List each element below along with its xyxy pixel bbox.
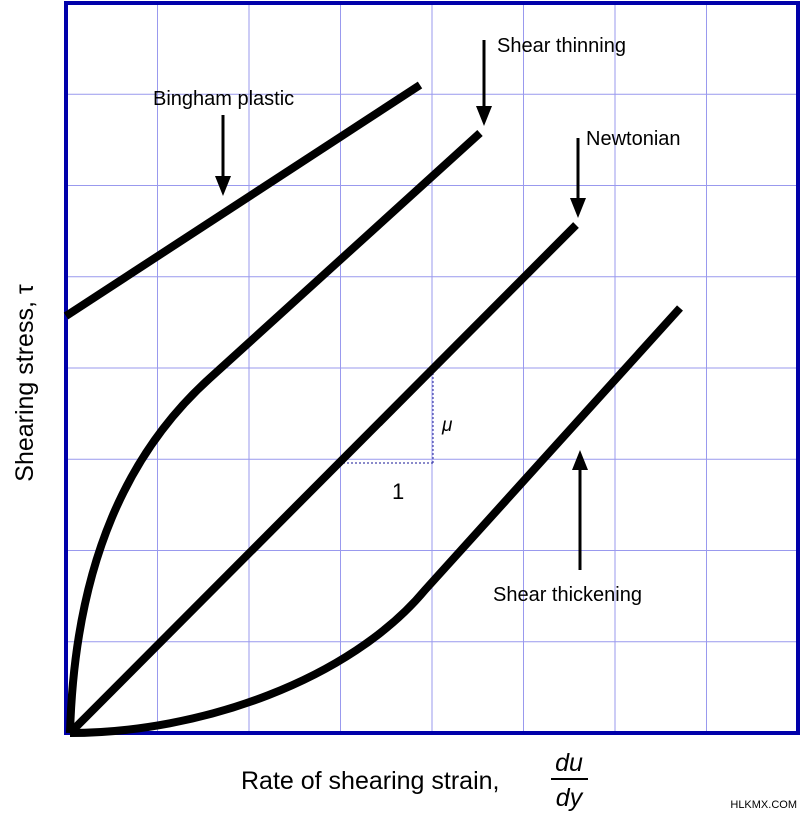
bingham-plastic-line bbox=[63, 81, 423, 320]
x-axis-fraction-denominator: dy bbox=[556, 784, 584, 812]
slope-triangle bbox=[343, 373, 434, 464]
slope-mu-label: μ bbox=[441, 415, 453, 436]
newtonian-line bbox=[67, 222, 579, 736]
slope-run-label: 1 bbox=[392, 479, 404, 504]
shear-thinning-arrow bbox=[476, 40, 492, 126]
shear-thinning-curve bbox=[66, 130, 483, 734]
plot-frame bbox=[64, 1, 800, 735]
bingham-arrow bbox=[215, 115, 231, 196]
shear-thickening-curve bbox=[69, 305, 683, 737]
grid-lines bbox=[66, 3, 798, 733]
shear-thickening-arrow bbox=[572, 450, 588, 570]
bingham-plastic-label: Bingham plastic bbox=[153, 88, 294, 110]
x-axis-label: Rate of shearing strain, bbox=[241, 767, 499, 795]
newtonian-arrow bbox=[570, 138, 586, 218]
x-axis-fraction-numerator: du bbox=[555, 749, 583, 777]
shear-thinning-label: Shear thinning bbox=[497, 35, 626, 57]
newtonian-label: Newtonian bbox=[586, 128, 681, 150]
watermark: HLKMX.COM bbox=[730, 799, 797, 811]
shear-thickening-label: Shear thickening bbox=[493, 584, 642, 606]
y-axis-label: Shearing stress, τ bbox=[11, 284, 39, 482]
